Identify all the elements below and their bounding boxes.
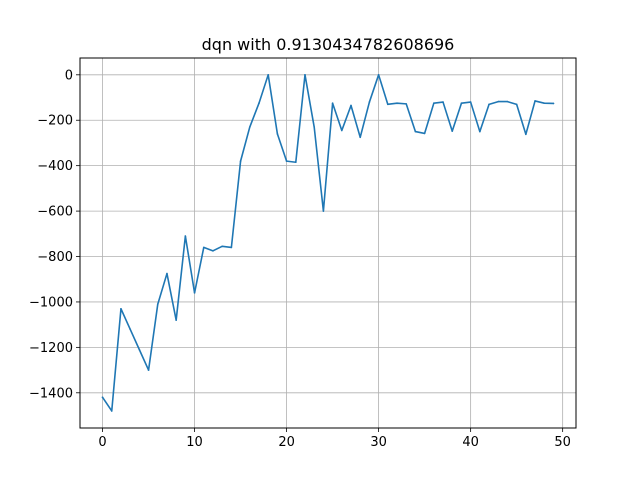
data-point (148, 369, 150, 371)
data-point (470, 101, 472, 103)
data-point (139, 349, 141, 351)
y-tick-label: −600 (37, 205, 73, 220)
data-point (442, 101, 444, 103)
data-point (350, 105, 352, 107)
data-point (212, 250, 214, 252)
data-point (203, 247, 205, 249)
data-point (286, 160, 288, 162)
x-tick-label: 40 (462, 435, 479, 450)
data-point (185, 235, 187, 237)
y-tick-label: −200 (37, 114, 73, 129)
x-tick-label: 50 (554, 435, 571, 450)
x-tick-label: 10 (186, 435, 203, 450)
y-tick-label: −400 (37, 159, 73, 174)
data-point (304, 74, 306, 76)
data-point (359, 136, 361, 138)
data-point (341, 130, 343, 132)
data-point (129, 328, 131, 330)
data-point (378, 74, 380, 76)
data-point (424, 133, 426, 135)
chart-title: dqn with 0.9130434782608696 (202, 35, 455, 54)
data-point (369, 101, 371, 103)
x-tick-label: 30 (370, 435, 387, 450)
data-point (553, 103, 555, 105)
data-point (488, 104, 490, 106)
x-tick-label: 20 (278, 435, 295, 450)
data-point (221, 245, 223, 247)
data-point (479, 131, 481, 133)
data-point (258, 102, 260, 104)
data-point (166, 273, 168, 275)
y-tick-label: −1000 (29, 295, 73, 310)
y-tick-label: −800 (37, 250, 73, 265)
y-tick-label: −1400 (29, 386, 73, 401)
data-point (451, 130, 453, 132)
data-point (332, 102, 334, 104)
data-point (461, 102, 463, 104)
data-point (497, 101, 499, 103)
data-point (111, 410, 113, 412)
data-point (433, 102, 435, 104)
data-point (415, 131, 417, 133)
data-point (157, 303, 159, 305)
data-point (516, 104, 518, 106)
data-point (194, 292, 196, 294)
data-point (240, 160, 242, 162)
data-point (295, 161, 297, 163)
data-point (231, 247, 233, 249)
data-point (387, 104, 389, 106)
data-point (313, 126, 315, 128)
data-point (323, 210, 325, 212)
data-point (267, 74, 269, 76)
data-point (507, 101, 509, 103)
data-point (120, 308, 122, 310)
data-point (534, 100, 536, 102)
y-tick-label: −1200 (29, 341, 73, 356)
data-point (543, 102, 545, 104)
data-point (175, 319, 177, 321)
data-point (525, 134, 527, 136)
data-point (249, 126, 251, 128)
data-point (396, 102, 398, 104)
data-point (405, 103, 407, 105)
data-point (277, 133, 279, 135)
x-tick-label: 0 (98, 435, 106, 450)
data-point (102, 397, 104, 399)
y-tick-label: 0 (65, 68, 73, 83)
